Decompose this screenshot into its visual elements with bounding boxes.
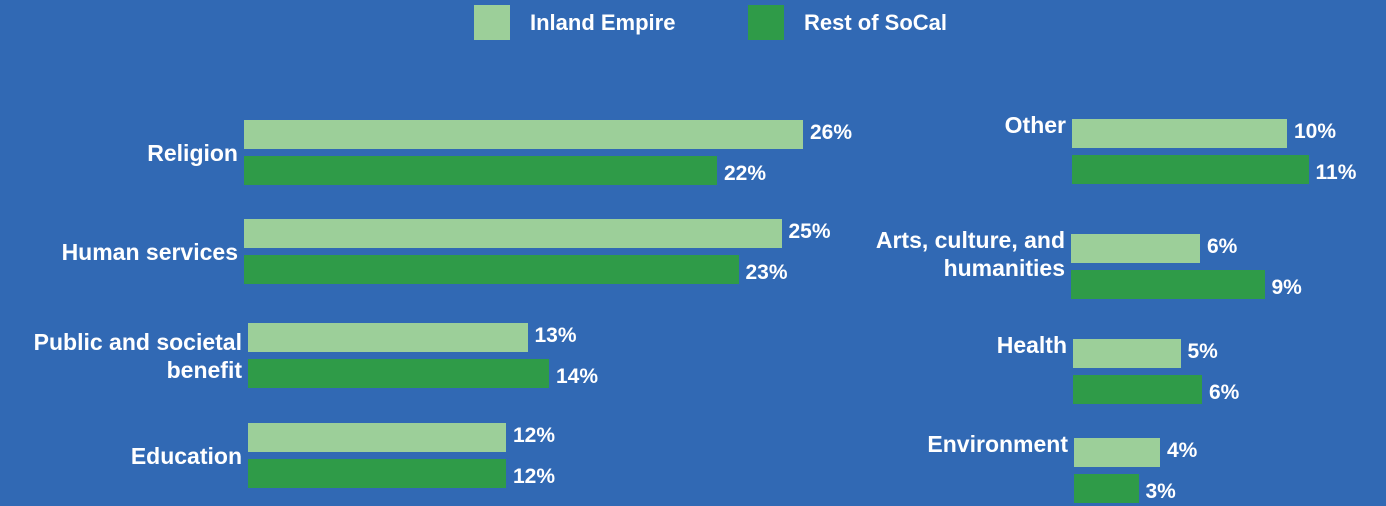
- category-label: Public and societal benefit: [7, 323, 242, 388]
- category-label: Other: [1004, 112, 1066, 138]
- category-label: Environment: [927, 431, 1068, 457]
- value-label: 6%: [1209, 381, 1240, 404]
- value-label: 4%: [1167, 439, 1198, 462]
- legend-swatch: [474, 5, 510, 40]
- bar: [1072, 119, 1287, 148]
- bar: [248, 359, 549, 388]
- category-label: Health: [996, 332, 1067, 358]
- value-label: 13%: [534, 324, 577, 347]
- value-label: 26%: [810, 121, 853, 144]
- category-label: Education: [7, 423, 242, 488]
- bar: [244, 255, 739, 284]
- value-label: 10%: [1294, 120, 1337, 143]
- category-label: Religion: [3, 120, 238, 185]
- value-label: 5%: [1187, 340, 1218, 363]
- legend-label: Rest of SoCal: [804, 10, 948, 35]
- category-text: Human services: [61, 238, 238, 265]
- bar: [1071, 234, 1200, 263]
- category-label: Arts, culture, and humanities: [875, 227, 1065, 281]
- value-label: 3%: [1145, 480, 1176, 503]
- value-label: 14%: [556, 365, 599, 388]
- value-label: 12%: [513, 424, 556, 447]
- value-label: 25%: [788, 220, 831, 243]
- category-text: Public and societal benefit: [33, 328, 242, 383]
- category-text: Religion: [147, 139, 238, 166]
- value-label: 9%: [1271, 276, 1302, 299]
- bar: [1072, 155, 1309, 184]
- value-label: 6%: [1207, 235, 1238, 258]
- bar: [248, 459, 506, 488]
- legend-label: Inland Empire: [530, 10, 676, 35]
- value-label: 12%: [513, 465, 556, 488]
- bar: [1073, 375, 1202, 404]
- bar: [244, 120, 803, 149]
- bar: [248, 423, 506, 452]
- bar: [244, 219, 782, 248]
- value-label: 23%: [745, 261, 788, 284]
- bar: [1071, 270, 1265, 299]
- bar: [1074, 474, 1139, 503]
- bar: [1073, 339, 1181, 368]
- bar: [248, 323, 528, 352]
- category-text: Education: [130, 442, 242, 469]
- category-label: Human services: [3, 219, 238, 284]
- bar: [1074, 438, 1160, 467]
- value-label: 11%: [1315, 161, 1357, 184]
- legend-swatch: [748, 5, 784, 40]
- value-label: 22%: [724, 162, 767, 185]
- bar: [244, 156, 717, 185]
